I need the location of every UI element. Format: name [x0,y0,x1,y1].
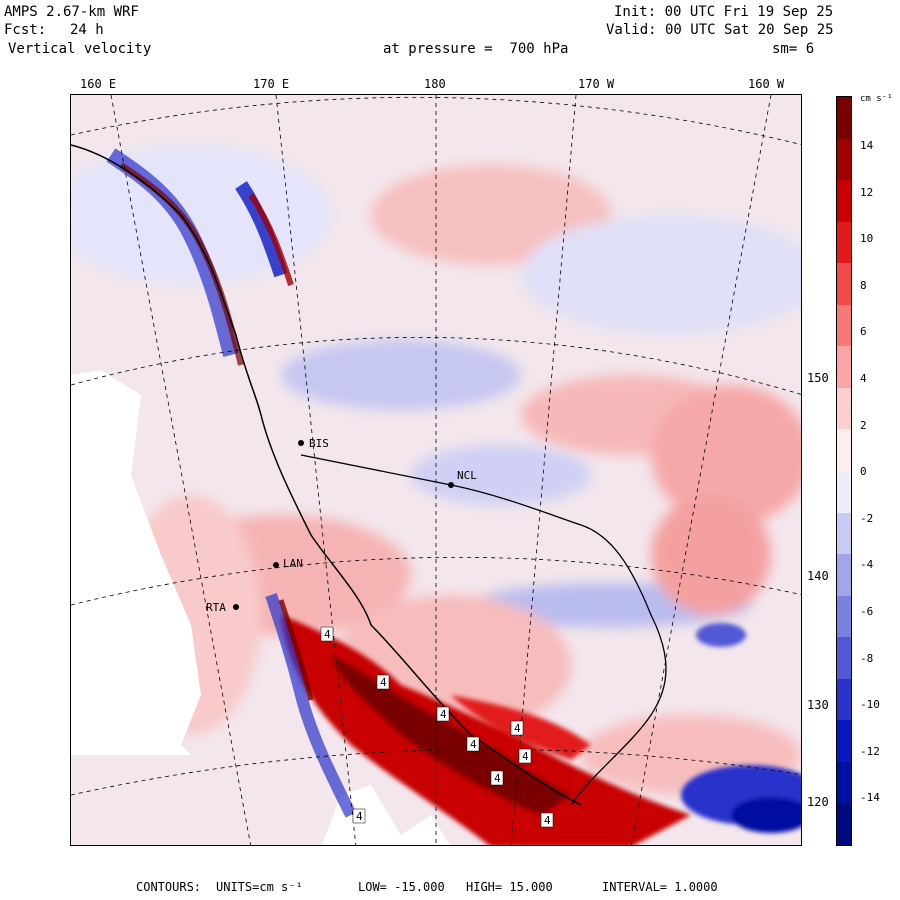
station-bis-label: BIS [309,437,329,450]
colorbar-swatch [837,97,851,140]
ice-shelf-edge [300,454,667,806]
contour-marker: 4 [514,722,521,735]
colorbar-swatch [837,761,851,804]
contour-marker: 4 [522,750,529,763]
colorbar-swatch [837,595,851,638]
smoothing: sm= 6 [772,41,815,57]
coastal-terrain-field [106,148,357,818]
lon-label-180: 180 [424,77,446,91]
graticule [71,95,801,845]
colorbar-swatch [837,221,851,264]
no-data-region [71,370,201,755]
colorbar-tick-label: 12 [860,185,874,199]
colorbar-tick-label: -8 [860,651,874,665]
contour-marker: 4 [324,628,331,641]
colorbar-swatch [837,803,851,846]
station-ncl: NCL [448,469,477,488]
downdraft-region [681,623,801,833]
colorbar-swatch [837,678,851,721]
colorbar-swatch [837,138,851,181]
pressure-level: at pressure = 700 hPa [383,41,569,57]
colorbar-tick-label: 0 [860,465,867,479]
vertical-velocity-map: BIS NCL LAN RTA 4 4 4 4 4 4 [70,94,802,846]
colorbar-swatch [837,387,851,430]
footer-units: UNITS=cm s⁻¹ [216,880,303,894]
colorbar-tick-label: 2 [860,418,867,432]
footer-high: HIGH= 15.000 [466,880,553,894]
station-bis: BIS [298,437,329,450]
init-time: Init: 00 UTC Fri 19 Sep 25 [614,4,834,20]
colorbar-tick-label: -12 [860,744,880,758]
colorbar-tick-label: -10 [860,698,880,712]
colorbar-tick-label: 6 [860,325,867,339]
lon-label-170w: 170 W [578,77,615,91]
colorbar-units: cm s⁻¹ [860,94,893,104]
contour-markers: 4 4 4 4 4 4 4 4 4 [320,626,554,828]
colorbar-tick-label: -2 [860,511,874,525]
contour-marker: 4 [470,738,477,751]
colorbar-tick-label: 14 [860,139,874,152]
station-lan-label: LAN [283,557,303,570]
lon-label-170e: 170 E [253,77,290,91]
model-title: AMPS 2.67-km WRF [4,4,139,20]
contour-marker: 4 [440,708,447,721]
field-name: Vertical velocity [8,41,152,57]
lon-label-160w: 160 W [748,77,785,91]
colorbar-swatch [837,720,851,763]
coastline [71,144,582,806]
forecast-label: Fcst: [4,22,47,38]
contour-marker: 4 [356,810,363,823]
colorbar-tick-label: -6 [860,605,874,618]
lat-label-130w: 130 W [807,698,844,712]
colorbar [836,96,852,846]
colorbar-swatch [837,346,851,389]
station-rta: RTA [206,601,239,614]
colorbar-swatch [837,471,851,514]
valid-time: Valid: 00 UTC Sat 20 Sep 25 [606,22,834,38]
colorbar-swatch [837,180,851,223]
lat-label-150w: 150 W [807,371,844,385]
colorbar-tick-label: 4 [860,372,867,385]
colorbar-swatch [837,263,851,306]
station-rta-label: RTA [206,601,226,614]
contour-marker: 4 [494,772,501,785]
map-field-svg: BIS NCL LAN RTA 4 4 4 4 4 4 [71,95,801,845]
colorbar-tick-label: -4 [860,558,874,572]
station-lan: LAN [273,557,303,570]
colorbar-swatch [837,429,851,472]
station-ncl-label: NCL [457,469,477,482]
colorbar-tick-label: 10 [860,232,874,246]
lon-label-160e: 160 E [80,77,117,91]
colorbar-swatch [837,637,851,680]
forecast-hour: 24 h [70,22,104,38]
lat-label-140w: 140 W [807,569,844,583]
colorbar-swatch [837,554,851,597]
contour-marker: 4 [380,676,387,689]
no-data-region-south [321,785,450,845]
colorbar-swatch [837,512,851,555]
footer-low: LOW= -15.000 [358,880,445,894]
colorbar-tick-label: 8 [860,278,867,292]
colorbar-tick-label: -14 [860,791,880,805]
footer-interval: INTERVAL= 1.0000 [602,880,718,894]
lat-label-120w: 120 W [807,795,844,809]
contour-marker: 4 [544,814,551,827]
footer-contours-label: CONTOURS: [136,880,202,894]
colorbar-swatch [837,304,851,347]
